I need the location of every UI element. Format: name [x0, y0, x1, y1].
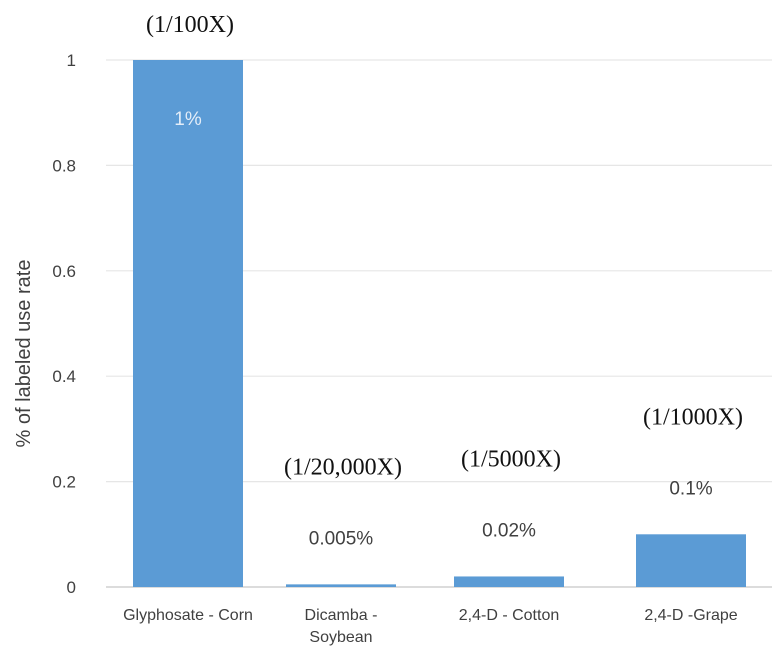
y-axis-ticks: 0 0.2 0.4 0.6 0.8 1 [52, 51, 76, 597]
y-tick-label: 0.6 [52, 262, 76, 281]
data-label: 1% [174, 109, 202, 130]
bar [133, 60, 243, 587]
ratio-label: (1/5000X) [461, 446, 561, 472]
data-label: 0.02% [482, 520, 536, 541]
ratio-label: (1/20,000X) [284, 454, 402, 480]
ratio-label: (1/1000X) [643, 404, 743, 430]
y-axis-label: % of labeled use rate [13, 260, 35, 448]
bars [133, 60, 746, 587]
bar [454, 576, 564, 587]
data-labels: 1% 0.005% 0.02% 0.1% [174, 109, 712, 549]
ratio-label: (1/100X) [146, 12, 234, 38]
bar [636, 534, 746, 587]
y-tick-label: 0 [67, 578, 76, 597]
data-label: 0.005% [309, 528, 374, 549]
x-axis-categories: Glyphosate - Corn Dicamba -Soybean 2,4-D -… [123, 607, 738, 646]
ratio-labels: (1/100X) (1/20,000X) (1/5000X) (1/1000X) [146, 12, 743, 480]
x-category-label: Glyphosate - Corn [123, 607, 253, 624]
x-category-label: Dicamba -Soybean [305, 607, 378, 646]
data-label: 0.1% [669, 478, 712, 499]
bar [286, 584, 396, 587]
x-category-label: 2,4-D -Grape [644, 607, 737, 624]
x-category-label: 2,4-D - Cotton [459, 607, 559, 624]
y-tick-label: 0.4 [52, 367, 76, 386]
y-tick-label: 0.8 [52, 156, 76, 175]
y-tick-label: 0.2 [52, 473, 76, 492]
y-tick-label: 1 [67, 51, 76, 70]
